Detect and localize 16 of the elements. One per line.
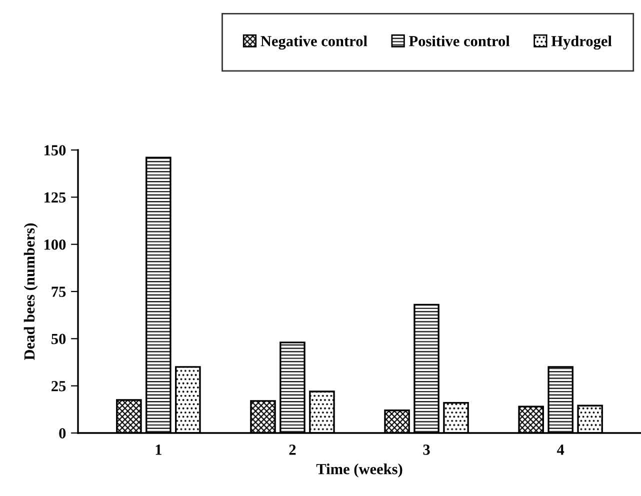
x-tick-label: 1 — [156, 444, 162, 455]
y-tick-label: 75 — [52, 286, 66, 297]
x-tick-label: 3 — [423, 444, 430, 455]
y-tick-label: 50 — [52, 334, 66, 344]
y-tick-label: 150 — [44, 145, 66, 156]
y-tick-label: 0 — [59, 428, 66, 438]
x-tick-label: 4 — [556, 444, 564, 455]
legend-label: Hydrogel — [551, 36, 612, 50]
y-axis-title: Dead bees (numbers) — [24, 223, 38, 360]
y-tick-label: 25 — [52, 381, 66, 392]
legend-label: Negative control — [260, 36, 368, 50]
legend-label: Positive control — [409, 36, 510, 46]
y-tick-label: 100 — [44, 239, 66, 250]
x-tick-label: 2 — [289, 444, 296, 455]
x-axis-title: Time (weeks) — [316, 464, 402, 478]
y-tick-label: 125 — [44, 192, 66, 203]
